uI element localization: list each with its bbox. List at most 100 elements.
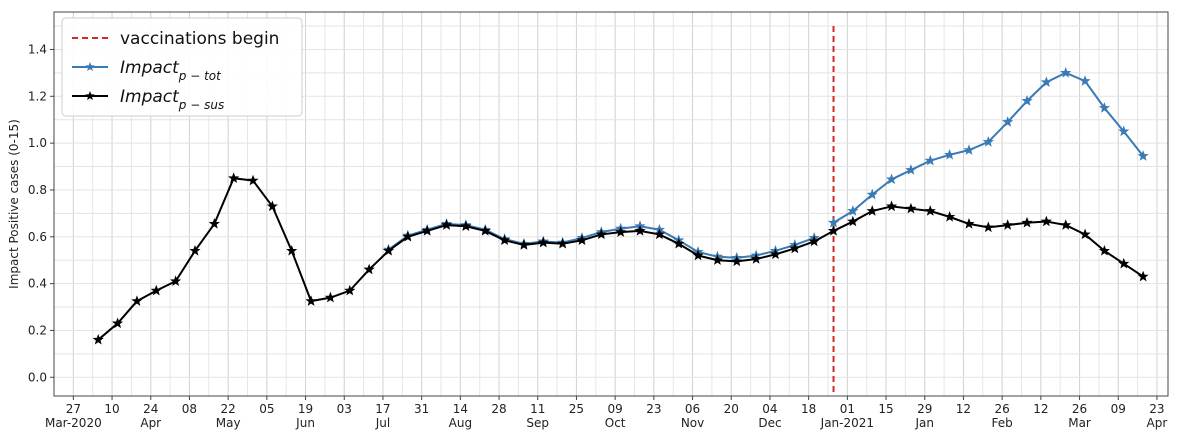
legend-swatch-star [85, 91, 95, 101]
series-point [363, 263, 375, 275]
series-point [963, 144, 975, 155]
series-point [499, 234, 511, 246]
x-tick-day-label: 17 [375, 402, 390, 416]
x-tick-month-label: May [216, 416, 241, 430]
x-tick-day-label: 08 [182, 402, 197, 416]
series-point [1118, 257, 1130, 269]
series-point [615, 226, 627, 237]
series-layer [92, 67, 1149, 345]
x-tick-day-label: 24 [143, 402, 158, 416]
series-point [189, 244, 201, 256]
series-point [1098, 244, 1110, 256]
y-tick-label: 0.2 [28, 323, 47, 337]
series-point [112, 317, 124, 329]
series-point [208, 218, 220, 229]
x-tick-month-label: Feb [992, 416, 1013, 430]
series-point [576, 234, 588, 246]
x-tick-day-label: 27 [66, 402, 81, 416]
x-tick-month-label: Aug [449, 416, 472, 430]
series-point [537, 236, 549, 248]
x-tick-day-label: 23 [1149, 402, 1164, 416]
series-point [344, 284, 356, 296]
series-point [266, 200, 278, 212]
series-point [1060, 219, 1072, 230]
x-tick-day-label: 04 [762, 402, 777, 416]
series-point [1002, 116, 1014, 127]
x-tick-month-label: Mar-2020 [45, 416, 102, 430]
x-tick-month-label: Apr [1147, 416, 1168, 430]
series-point [1118, 125, 1130, 137]
x-tick-day-label: 22 [221, 402, 236, 416]
series-point [963, 218, 975, 229]
series-point [653, 228, 665, 240]
legend-label-subscript: p − sus [178, 98, 224, 112]
series-point [944, 211, 956, 222]
series-point [1040, 76, 1052, 87]
series-point [827, 216, 840, 228]
x-tick-day-label: 25 [569, 402, 584, 416]
x-tick-day-label: 03 [337, 402, 352, 416]
series-point [982, 136, 994, 147]
legend-label: vaccinations begin [120, 29, 279, 49]
series-point [1098, 102, 1110, 113]
x-tick-month-label: Oct [605, 416, 626, 430]
series-point [847, 215, 859, 227]
series-point [692, 249, 704, 261]
series-point [944, 148, 956, 160]
x-tick-month-label: Jan [914, 416, 934, 430]
series-point [440, 219, 453, 230]
x-tick-day-label: 19 [298, 402, 313, 416]
x-tick-month-label: Mar [1068, 416, 1091, 430]
series-point [731, 255, 743, 267]
series-point [460, 220, 472, 231]
x-tick-day-label: 06 [685, 402, 700, 416]
series-point [479, 225, 491, 236]
plot-frame [53, 11, 1169, 397]
x-tick-day-label: 31 [414, 402, 429, 416]
series-point [1079, 228, 1091, 240]
series-point [228, 172, 240, 183]
y-tick-label: 0.8 [28, 183, 47, 197]
x-tick-day-label: 18 [801, 402, 816, 416]
series-point [92, 333, 104, 345]
y-tick-label: 1.2 [28, 89, 47, 103]
series-point [673, 237, 685, 249]
series-point [886, 200, 898, 212]
x-tick-day-label: 29 [917, 402, 932, 416]
series-point [382, 244, 395, 256]
legend-label-subscript: p − tot [178, 69, 222, 83]
series-point [247, 174, 259, 186]
x-tick-day-label: 01 [840, 402, 855, 416]
x-tick-month-label: Nov [681, 416, 704, 430]
x-tick-day-label: 14 [453, 402, 468, 416]
series-impact-p-tot [827, 67, 1149, 228]
x-tick-month-label: Sep [526, 416, 549, 430]
series-point [634, 225, 646, 236]
series-point [750, 253, 762, 264]
series-point [131, 295, 143, 306]
legend-box [61, 17, 303, 117]
x-tick-day-label: 12 [956, 402, 971, 416]
series-point [305, 295, 317, 306]
series-point [924, 205, 936, 216]
x-tick-day-label: 23 [646, 402, 661, 416]
series-point [982, 221, 994, 233]
series-point [808, 235, 820, 247]
series-point [711, 254, 723, 265]
series-point [324, 291, 336, 303]
legend-swatch-star [85, 62, 95, 72]
x-tick-month-label: Dec [758, 416, 781, 430]
x-tick-month-label: Apr [140, 416, 161, 430]
x-tick-day-label: 20 [724, 402, 739, 416]
series-point [1137, 270, 1149, 282]
series-point [1021, 95, 1033, 106]
series-point [789, 242, 801, 254]
series-point [866, 205, 878, 216]
series-point [847, 205, 859, 216]
series-point [595, 228, 607, 240]
series-impact-p-sus [92, 172, 1149, 345]
series-point [1079, 75, 1091, 86]
series-point [827, 225, 840, 236]
